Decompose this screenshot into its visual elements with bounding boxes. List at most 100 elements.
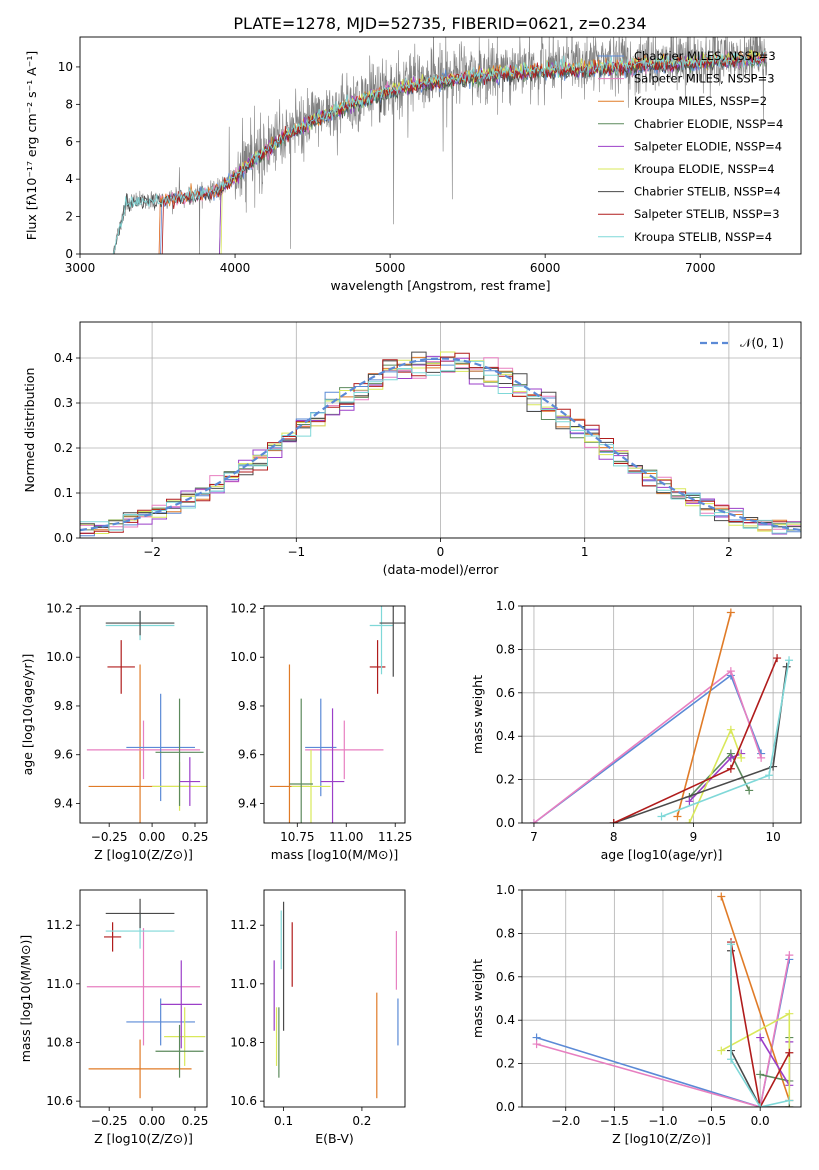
residuals-plot-area [80,322,801,538]
spectrum-ytick-label: 10 [58,60,73,74]
weight_vs_Z-axes: −2.0 −1.5 −1.0 −0.5 0.0 0.0 0.2 0.4 0.6 0.8 1.0 Z [… [470,883,802,1146]
weight_vs_Z-marker-chabrier_elodie [756,1070,765,1079]
residuals-frame [79,321,802,539]
age_vs_Z-xlabel: Z [log10(Z/Z⊙)] [94,847,193,862]
spectrum-xtick-label: 4000 [220,261,251,275]
spectrum-legend-label: Salpeter MILES, NSSP=3 [634,72,775,86]
age_vs_Z-xtick-label: 0.25 [182,830,209,844]
age_vs_Z-xtick-label: 0.00 [139,830,166,844]
weight_vs_age-marker-kroupa_elodie [726,725,735,734]
age_vs_Z-frame [79,605,208,824]
weight_vs_age-xtick-label: 10 [765,830,780,844]
mass_vs_ebv-ytick-label: 10.6 [230,1094,257,1108]
weight_vs_age-marker-salpeter_miles [757,753,766,762]
weight_vs_Z-marker-salpeter_miles [532,1040,541,1049]
weight_vs_age-xtick-label: 8 [610,830,618,844]
weight_vs_age-series-salpeter_stelib [613,657,778,823]
spectrum-legend-label: Chabrier MILES, NSSP=3 [634,49,776,63]
mass_vs_ebv-xlabel: E(B-V) [315,1131,354,1146]
mass_vs_ebv-plot-area [273,901,399,1099]
weight_vs_age-ytick-label: 1.0 [496,599,515,613]
spectrum-ytick-label: 0 [65,247,73,261]
spectrum-data-line [112,37,768,254]
spectrum-model-kroupa_stelib [112,50,766,254]
spectrum-legend-label: Salpeter STELIB, NSSP=3 [634,207,780,221]
residuals-legend-label: 𝒩(0, 1) [740,336,784,350]
spectrum-ytick-label: 6 [65,135,73,149]
residuals-ylabel: Normed distribution [22,368,37,493]
weight_vs_Z-marker-kroupa_stelib [727,1055,736,1064]
age_vs_Z-ytick-label: 9.8 [54,699,73,713]
residuals-normal-curve [80,357,801,532]
residuals-ytick-label: 0.3 [54,396,73,410]
weight_vs_age-ytick-label: 0.4 [496,729,515,743]
residuals-xtick-label: 2 [725,545,733,559]
weight_vs_age-ytick-label: 0.6 [496,686,515,700]
spectrum-frame [79,36,802,255]
weight_vs_age-series-chabrier_elodie [688,752,750,798]
spectrum-legend-label: Chabrier ELODIE, NSSP=4 [634,117,783,131]
weight_vs_age-marker-kroupa_stelib [657,812,666,821]
mass_vs_ebv-ytick-label: 10.8 [230,1035,257,1049]
weight_vs_Z-marker-kroupa_elodie [717,1046,726,1055]
age_vs_mass-xtick-label: 11.00 [329,830,363,844]
residuals-ytick-label: 0.0 [54,531,73,545]
spectrum-legend-label: Kroupa STELIB, NSSP=4 [634,230,772,244]
spectrum-axes: 3000 4000 5000 6000 7000 0 2 4 6 8 10 wavelength [A… [24,36,802,293]
spectrum-xtick-label: 3000 [65,261,96,275]
weight_vs_age-marker-salpeter_miles [529,819,538,823]
weight_vs_age-marker-salpeter_stelib [609,819,618,823]
spectrum-legend-label: Kroupa MILES, NSSP=2 [634,94,767,108]
weight_vs_age-marker-salpeter_miles [726,667,735,676]
weight_vs_age-series-salpeter_miles [533,669,762,823]
residuals-axes: −2 −1 0 1 2 0.0 0.1 0.2 0.3 0.4 (data-model)/error… [22,321,802,577]
mass_vs_ebv-frame [263,889,406,1108]
residuals-histogram-salpeter_stelib [80,352,801,534]
residuals-xtick-label: 0 [437,545,445,559]
weight_vs_age-xlabel: age [log10(age/yr)] [601,847,723,862]
weight_vs_Z-marker-kroupa_miles [717,892,726,901]
weight_vs_age-plot-area [522,606,801,823]
weight_vs_Z-marker-kroupa_stelib [756,1103,765,1107]
weight_vs_Z-series-kroupa_stelib [730,944,790,1107]
spectrum-xlabel: wavelength [Angstrom, rest frame] [330,278,550,293]
spectrum-legend-label: Salpeter ELODIE, NSSP=4 [634,139,782,153]
mass_vs_ebv-axes: 0.1 0.2 10.6 10.8 11.0 11.2 E(B-V) [230,889,406,1146]
weight_vs_age-marker-kroupa_elodie [737,753,746,762]
weight_vs_age-ytick-label: 0.8 [496,642,515,656]
age_vs_mass-ytick-label: 9.4 [238,796,257,810]
age_vs_Z-ytick-label: 10.2 [46,601,73,615]
weight_vs_age-marker-kroupa_stelib [785,656,794,665]
weight_vs_Z-marker-salpeter_stelib [785,1048,794,1057]
weight_vs_Z-xtick-label: −0.5 [697,1114,726,1128]
weight_vs_age-xtick-label: 7 [530,830,538,844]
mass_vs_Z-axes: −0.25 0.00 0.25 10.6 10.8 11.0 11.2 Z [log10(Z/… [18,889,208,1146]
mass_vs_Z-ytick-label: 11.2 [46,918,73,932]
weight_vs_Z-ylabel: mass weight [470,959,485,1038]
weight_vs_Z-marker-salpeter_miles [785,951,794,960]
age_vs_mass-axes: 10.75 11.00 11.25 9.4 9.6 9.8 10.0 10.2 mass [lo… [230,601,412,862]
residuals-histogram-kroupa_stelib [80,360,801,536]
weight_vs_age-ylabel: mass weight [470,675,485,754]
mass_vs_ebv-xtick-label: 0.2 [352,1114,371,1128]
mass_vs_Z-ylabel: mass [log10(M/M⊙)] [18,935,33,1063]
weight_vs_Z-ytick-label: 0.4 [496,1013,515,1027]
mass_vs_Z-xtick-label: 0.00 [139,1114,166,1128]
weight_vs_age-xtick-label: 9 [690,830,698,844]
residuals-xtick-label: −2 [143,545,161,559]
age_vs_Z-plot-area [86,610,207,823]
weight_vs_Z-series-salpeter_stelib [730,941,791,1107]
suptitle: PLATE=1278, MJD=52735, FIBERID=0621, z=0… [233,14,646,33]
age_vs_Z-axes: −0.25 0.00 0.25 9.4 9.6 9.8 10.0 10.2 Z [log10(Z… [20,601,209,862]
age_vs_mass-plot-area [269,606,405,823]
weight_vs_age-axes: 7 8 9 10 0.0 0.2 0.4 0.6 0.8 1.0 age [log10(age/yr… [470,599,802,862]
weight_vs_Z-ytick-label: 0.8 [496,926,515,940]
weight_vs_age-marker-salpeter_elodie [726,753,735,762]
age_vs_Z-ytick-label: 9.6 [54,748,73,762]
spectrum-legend: Chabrier MILES, NSSP=3 Salpeter MILES, NS… [598,49,783,244]
residuals-ytick-label: 0.1 [54,486,73,500]
age_vs_Z-ytick-label: 9.4 [54,796,73,810]
weight_vs_Z-ytick-label: 1.0 [496,883,515,897]
weight_vs_Z-marker-kroupa_elodie [785,1009,794,1018]
